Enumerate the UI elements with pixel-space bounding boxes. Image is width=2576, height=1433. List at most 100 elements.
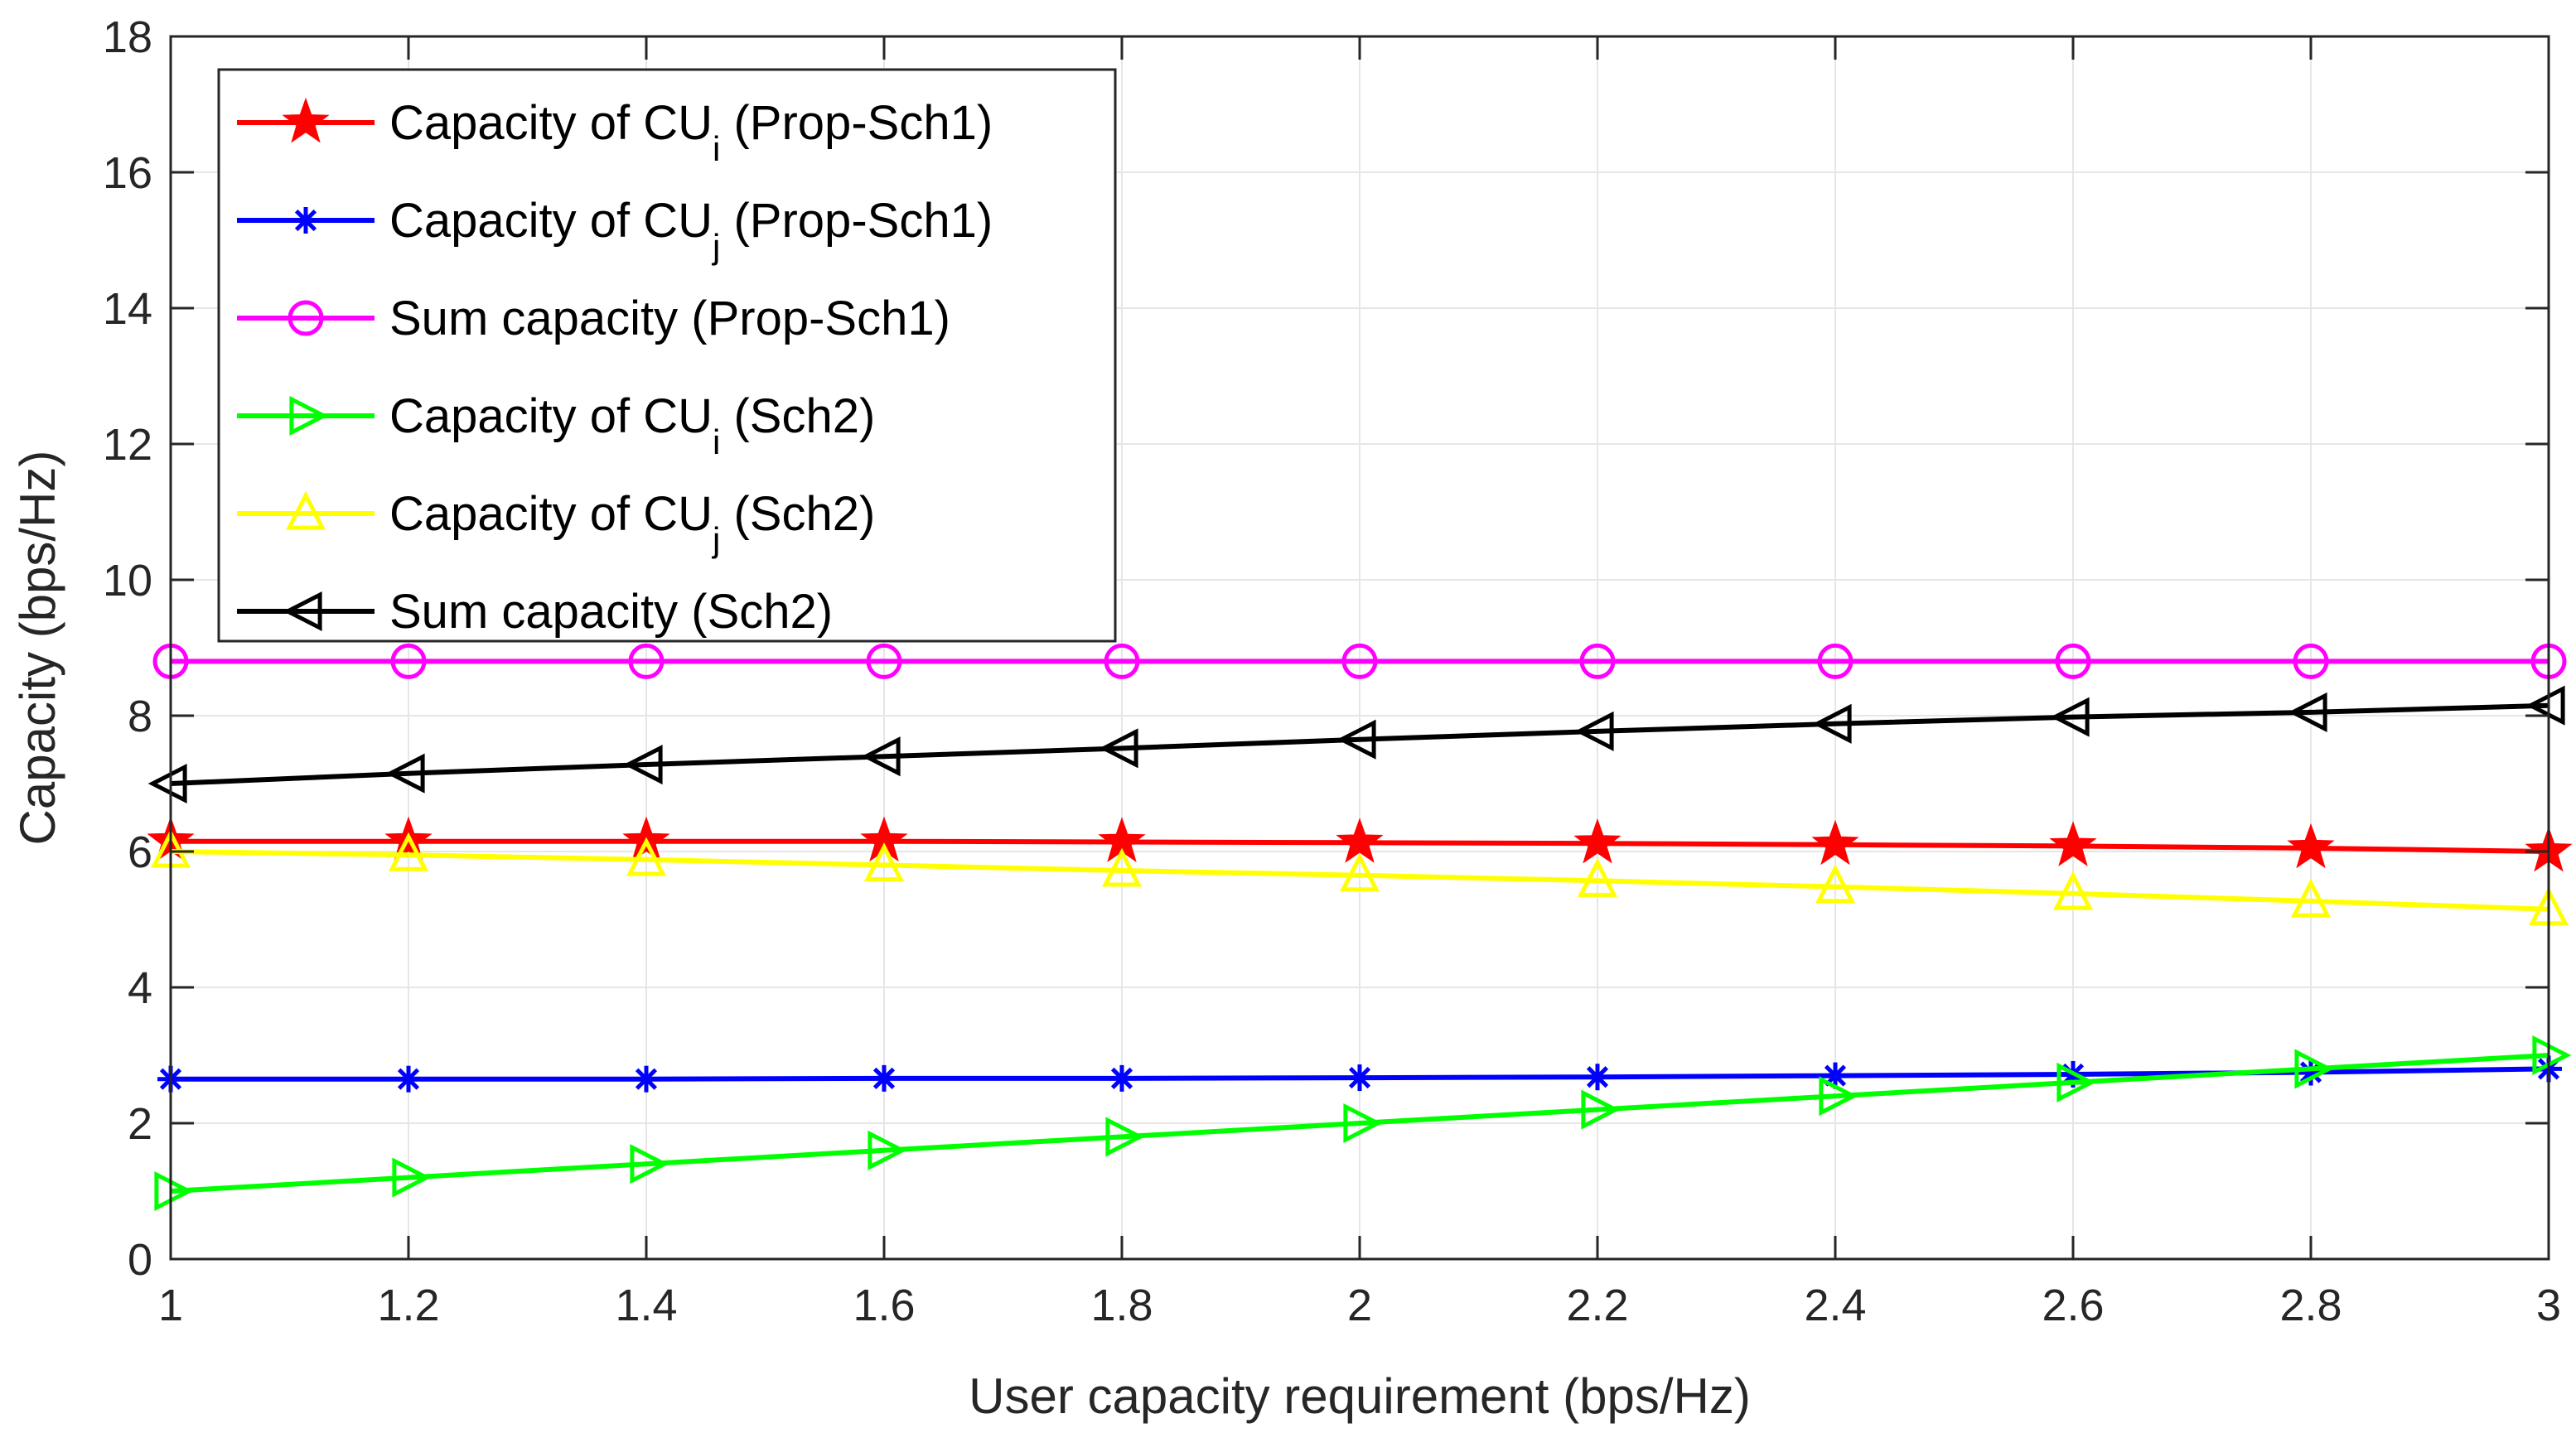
x-tick-label: 1 — [158, 1281, 183, 1330]
series-3 — [152, 643, 2567, 679]
data-point-marker — [288, 300, 324, 336]
series-6 — [147, 685, 2565, 804]
data-point-marker — [626, 837, 667, 876]
data-point-marker — [1109, 1064, 1135, 1092]
legend-item-3: Sum capacity (Prop-Sch1) — [237, 292, 950, 345]
legend-label: Capacity of CUi (Sch2) — [389, 389, 875, 461]
legend-label-main: Capacity of CU — [389, 96, 713, 150]
legend-label: Sum capacity (Prop-Sch1) — [389, 292, 950, 345]
series-4 — [154, 1035, 2572, 1212]
data-point-marker — [623, 745, 663, 785]
data-point-marker — [866, 643, 902, 679]
data-point-marker — [1581, 1089, 1621, 1130]
y-axis-label: Capacity (bps/Hz) — [10, 451, 65, 846]
data-point-marker — [1104, 643, 1140, 679]
data-point-marker — [2056, 1062, 2096, 1102]
data-point-marker — [395, 1065, 422, 1093]
series-5 — [150, 828, 2569, 926]
x-tick-label: 1.4 — [615, 1281, 677, 1330]
series-line — [170, 1053, 2549, 1194]
y-tick-label: 8 — [128, 692, 152, 741]
data-point-marker — [861, 736, 901, 777]
data-point-marker — [1579, 643, 1616, 679]
data-point-marker — [1577, 857, 1618, 897]
legend-label-tail: (Sch2) — [720, 487, 875, 541]
data-point-marker — [154, 1170, 194, 1212]
x-tick-label: 1.2 — [377, 1281, 439, 1330]
legend-label: Capacity of CUj (Prop-Sch1) — [389, 194, 993, 266]
data-point-marker — [633, 1065, 660, 1093]
legend-label-main: Sum capacity (Prop-Sch1) — [389, 292, 950, 345]
data-point-marker — [2298, 1059, 2324, 1086]
legend-label-tail: (Sch2) — [720, 389, 875, 443]
x-tick-label: 1.8 — [1090, 1281, 1153, 1330]
data-point-marker — [289, 395, 329, 437]
legend: Capacity of CUi (Prop-Sch1)Capacity of C… — [217, 68, 1117, 643]
data-point-marker — [1105, 1117, 1145, 1157]
data-point-marker — [1336, 719, 1376, 760]
data-point-marker — [385, 753, 425, 794]
data-point-marker — [2050, 697, 2090, 737]
data-point-marker — [282, 97, 330, 143]
legend-label-subscript: j — [711, 520, 720, 559]
x-tick-label: 1.6 — [853, 1281, 915, 1330]
x-tick-label: 2 — [1347, 1281, 1372, 1330]
y-tick-label: 14 — [103, 284, 152, 334]
y-tick-label: 6 — [128, 827, 152, 877]
data-point-marker — [1817, 643, 1853, 679]
y-tick-label: 18 — [103, 12, 152, 62]
legend-label: Capacity of CUi (Prop-Sch1) — [389, 96, 993, 168]
data-point-marker — [390, 643, 427, 679]
data-point-marker — [863, 842, 905, 881]
data-point-marker — [2294, 1049, 2334, 1089]
legend-label: Capacity of CUj (Sch2) — [389, 487, 875, 559]
legend-label-subscript: i — [713, 422, 720, 461]
legend-label-main: Capacity of CU — [389, 194, 713, 248]
data-point-marker — [1101, 847, 1143, 887]
x-tick-label: 2.8 — [2279, 1281, 2342, 1330]
y-tick-label: 2 — [128, 1099, 152, 1149]
x-tick-label: 2.4 — [1804, 1281, 1866, 1330]
data-point-marker — [1339, 852, 1380, 892]
data-point-marker — [2290, 878, 2332, 918]
data-point-marker — [283, 591, 322, 632]
data-point-marker — [1346, 1064, 1373, 1092]
data-point-marker — [1341, 643, 1378, 679]
legend-label-main: Sum capacity (Sch2) — [389, 585, 833, 639]
data-point-marker — [1815, 864, 1856, 904]
x-tick-label: 2.6 — [2042, 1281, 2104, 1330]
data-point-marker — [2055, 643, 2091, 679]
data-point-marker — [392, 1157, 432, 1198]
legend-label-tail: (Prop-Sch1) — [720, 194, 993, 248]
data-point-marker — [1819, 1076, 1858, 1117]
legend-label-subscript: j — [711, 227, 720, 266]
data-point-marker — [2049, 821, 2097, 866]
series-line — [170, 849, 2549, 912]
data-point-marker — [1099, 728, 1138, 769]
data-point-marker — [1584, 1064, 1611, 1091]
data-point-marker — [868, 1130, 907, 1170]
data-point-marker — [2287, 823, 2335, 869]
legend-label-subscript: i — [713, 129, 720, 168]
data-point-marker — [1811, 819, 1859, 866]
legend-label: Sum capacity (Sch2) — [389, 585, 833, 639]
data-point-marker — [1573, 818, 1621, 864]
data-point-marker — [2293, 643, 2329, 679]
y-tick-label: 0 — [128, 1235, 152, 1285]
legend-box — [217, 68, 1117, 643]
data-point-marker — [2288, 692, 2327, 732]
data-point-marker — [292, 207, 319, 234]
legend-label-main: Capacity of CU — [389, 389, 713, 443]
y-tick-label: 10 — [103, 556, 152, 606]
y-tick-label: 4 — [128, 963, 152, 1013]
legend-item-1: Capacity of CUi (Prop-Sch1) — [237, 96, 993, 168]
y-tick-label: 16 — [103, 148, 152, 198]
data-point-marker — [871, 1064, 897, 1092]
data-point-marker — [2525, 685, 2565, 726]
x-tick-label: 3 — [2536, 1281, 2561, 1330]
legend-item-4: Capacity of CUi (Sch2) — [237, 389, 875, 461]
data-point-marker — [1574, 711, 1614, 751]
data-point-marker — [388, 832, 429, 871]
data-point-marker — [1812, 703, 1852, 744]
